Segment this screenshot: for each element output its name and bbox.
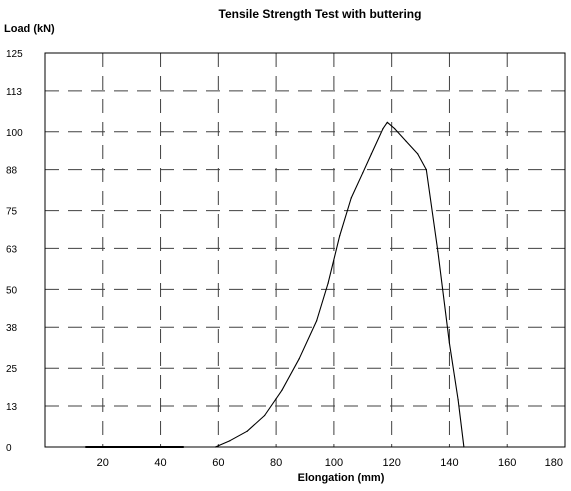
y-tick-label: 0	[6, 443, 12, 454]
data-point	[425, 169, 427, 171]
data-point	[264, 414, 266, 417]
x-tick-label: 120	[382, 457, 400, 469]
x-tick-label: 160	[498, 457, 516, 469]
data-point	[362, 172, 364, 174]
y-tick-label: 25	[6, 364, 18, 375]
data-point	[437, 251, 439, 253]
y-tick-label: 125	[6, 49, 23, 60]
x-tick-label: 60	[212, 457, 224, 469]
data-point	[417, 153, 419, 155]
tick-label-layer: 20 40 60 80 100 120 140 160 180 0 13 25 38 50 63 75 88 10…	[6, 49, 563, 469]
data-point	[382, 128, 384, 130]
data-point	[246, 430, 248, 432]
x-tick-label: 40	[154, 457, 166, 469]
x-tick-label: 140	[440, 457, 458, 469]
x-tick-label: 180	[545, 457, 563, 469]
data-point	[229, 440, 231, 442]
y-tick-label: 113	[6, 87, 22, 98]
data-point	[405, 140, 407, 142]
y-tick-label: 100	[6, 128, 23, 139]
data-point	[394, 128, 396, 130]
data-point	[281, 389, 283, 391]
y-tick-label: 88	[6, 166, 18, 177]
x-tick-label: 80	[270, 457, 282, 469]
y-tick-label: 75	[6, 207, 18, 218]
data-point	[316, 320, 318, 322]
data-point	[370, 153, 372, 155]
grid-layer	[45, 53, 565, 447]
data-point	[448, 342, 450, 344]
y-tick-label: 63	[6, 244, 18, 255]
series-layer	[84, 121, 465, 448]
y-tick-label: 50	[6, 285, 18, 296]
series-line	[215, 121, 465, 448]
chart-title: Tensile Strength Test with buttering	[219, 7, 422, 21]
x-axis-label: Elongation (mm)	[298, 472, 385, 484]
data-point	[298, 358, 300, 360]
y-tick-label: 38	[6, 323, 18, 334]
data-point	[327, 282, 329, 284]
x-tick-label: 20	[97, 457, 109, 469]
data-point	[386, 121, 388, 123]
y-axis-label: Load (kN)	[4, 23, 55, 35]
x-tick-label: 100	[325, 457, 343, 469]
data-point	[350, 197, 352, 199]
data-point	[457, 399, 459, 401]
data-point	[339, 235, 341, 237]
y-tick-label: 13	[6, 402, 18, 413]
plot-frame	[44, 52, 566, 448]
